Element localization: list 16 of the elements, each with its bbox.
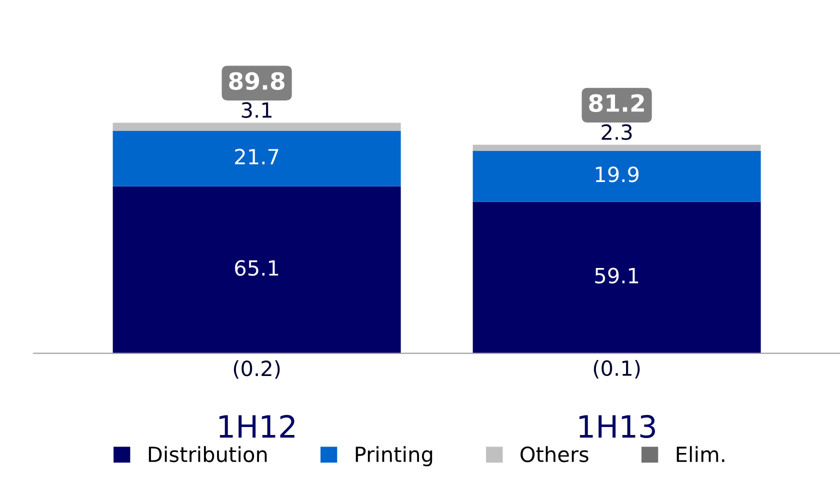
- data-label: 2.3: [602, 124, 632, 140]
- data-label: 59.1: [595, 268, 638, 284]
- legend-label: Others: [520, 446, 588, 462]
- legend-label: Printing: [356, 446, 432, 466]
- data-label: (0.2): [234, 360, 280, 379]
- data-label: (0.1): [594, 360, 640, 379]
- x-tick-label: 1H12: [220, 414, 294, 438]
- legend-label: Distribution: [148, 446, 267, 462]
- data-label: 3.1: [242, 102, 272, 118]
- total-label: 89.8: [229, 72, 284, 90]
- x-tick-label: 1H13: [580, 414, 655, 438]
- legend-label: Elim.: [676, 446, 724, 462]
- data-label: 21.7: [235, 148, 278, 164]
- total-label: 81.2: [589, 94, 644, 112]
- data-label: 19.9: [596, 166, 639, 182]
- data-label: 65.1: [235, 260, 278, 276]
